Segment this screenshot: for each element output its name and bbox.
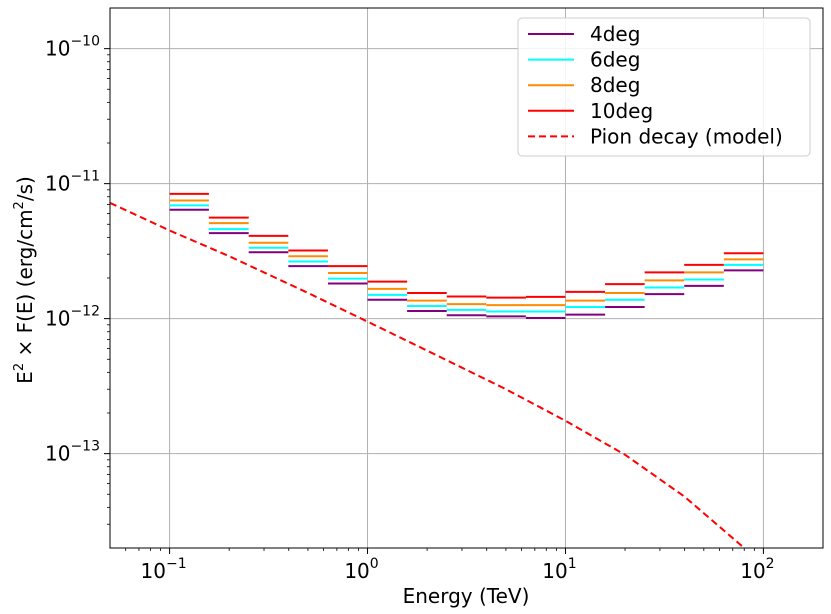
x-tick-base: 10	[141, 559, 166, 583]
x-tick-exponent: −1	[166, 556, 187, 572]
y-axis-title-sup-a: 2	[12, 363, 27, 371]
y-tick-exponent: −11	[70, 169, 100, 185]
y-tick-label: 10−12	[45, 304, 100, 331]
x-tick-label: 100	[344, 556, 378, 583]
x-tick-label: 102	[740, 556, 774, 583]
y-axis-title-part-a: E	[13, 371, 37, 384]
y-tick-label: 10−13	[45, 439, 100, 466]
legend-label: 4deg	[590, 22, 640, 46]
y-axis-title-part-c: /s)	[13, 176, 37, 201]
y-tick-base: 10	[45, 307, 70, 331]
legend-label: 8deg	[590, 73, 640, 97]
x-tick-label: 10−1	[141, 556, 187, 583]
series-pion-decay-model-	[110, 201, 745, 548]
y-tick-exponent: −12	[70, 304, 100, 320]
y-tick-base: 10	[45, 37, 70, 61]
x-tick-exponent: 0	[370, 556, 379, 572]
y-tick-label: 10−10	[45, 34, 100, 61]
y-axis-title-sup-b: 2	[12, 201, 27, 209]
series-4deg	[169, 208, 764, 320]
x-tick-base: 10	[344, 559, 369, 583]
y-axis-title-part-b: × F(E) (erg/cm	[13, 209, 37, 362]
legend-box	[517, 17, 811, 157]
x-tick-label: 101	[542, 556, 576, 583]
legend-label: 10deg	[590, 99, 653, 123]
series-8deg	[169, 199, 764, 307]
model-curve	[110, 201, 745, 548]
x-axis-title: Energy (TeV)	[403, 584, 530, 608]
y-tick-label: 10−11	[45, 169, 100, 196]
x-tick-base: 10	[740, 559, 765, 583]
y-axis-title: E2 × F(E) (erg/cm2/s)	[12, 176, 37, 384]
legend-label: Pion decay (model)	[590, 124, 783, 148]
y-tick-base: 10	[45, 442, 70, 466]
y-tick-exponent: −10	[70, 34, 100, 50]
x-tick-exponent: 2	[766, 556, 775, 572]
series-6deg	[169, 204, 764, 313]
series-layer	[110, 192, 764, 548]
legend-label: 6deg	[590, 48, 640, 72]
x-tick-exponent: 1	[568, 556, 577, 572]
y-tick-exponent: −13	[70, 439, 100, 455]
x-tick-base: 10	[542, 559, 567, 583]
y-tick-base: 10	[45, 172, 70, 196]
series-10deg	[169, 192, 764, 299]
